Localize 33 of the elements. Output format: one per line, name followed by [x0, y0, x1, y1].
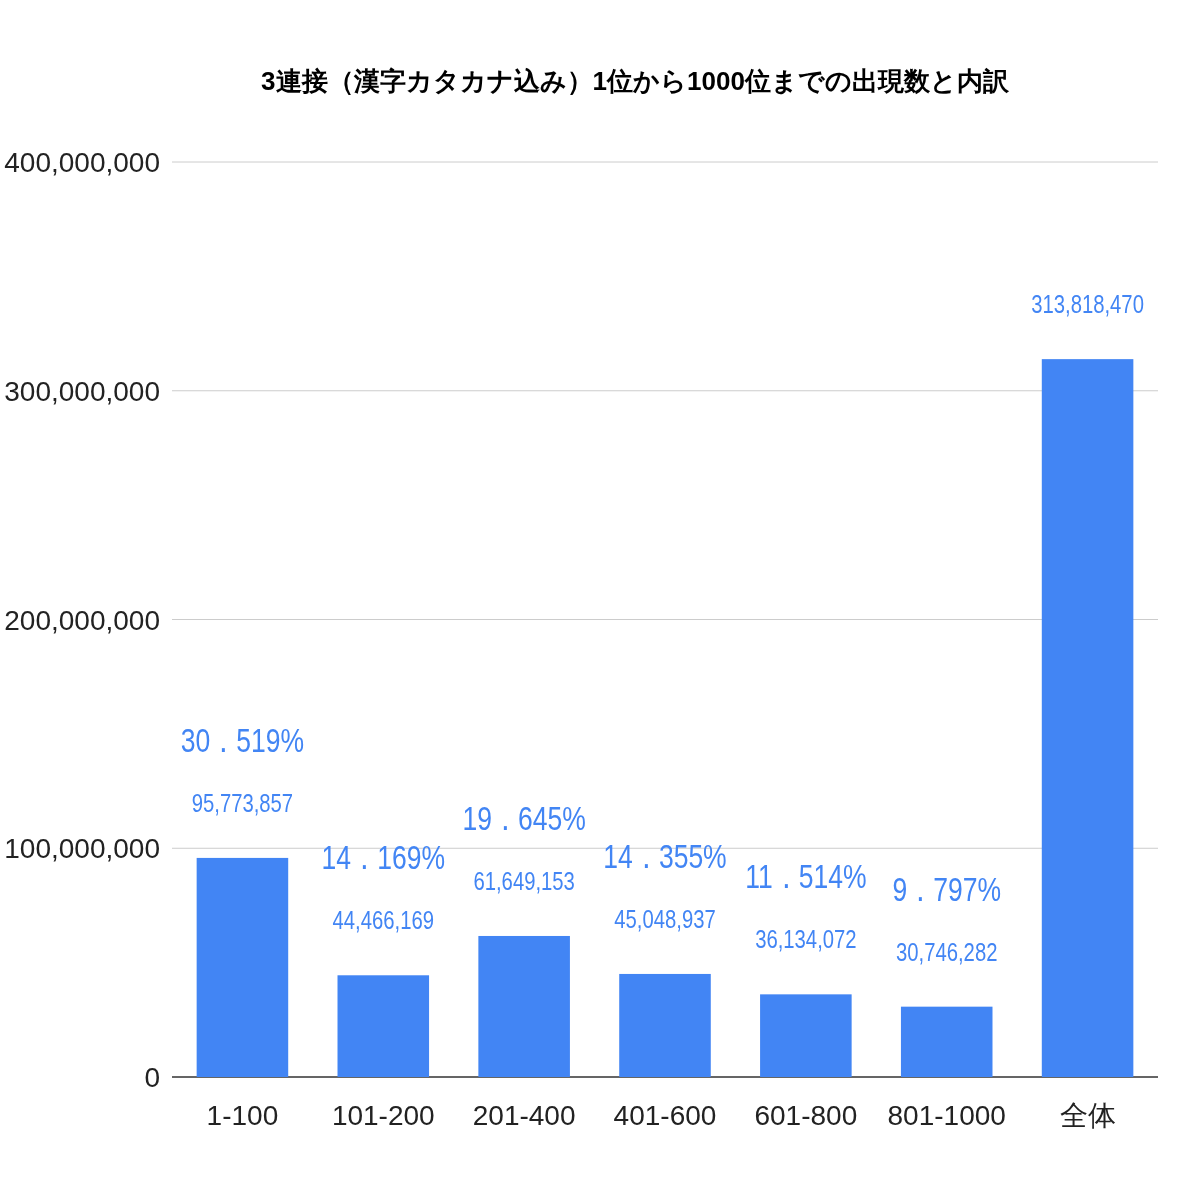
x-tick-label: 801-1000	[887, 1100, 1006, 1131]
bar	[337, 975, 430, 1077]
annotation: 30．519%	[180, 720, 305, 759]
annotation: 19．645%	[462, 798, 586, 837]
annotation: 14．169%	[321, 838, 445, 876]
data-label: 45,048,937	[614, 904, 716, 934]
bar	[1041, 359, 1134, 1077]
annotation: 9．797%	[892, 869, 1002, 908]
bar	[900, 1006, 993, 1077]
bar	[478, 935, 570, 1077]
chart-title: 3連接（漢字カタカナ込み）1位から1000位までの出現数と内訳	[261, 66, 1010, 96]
data-label: 95,773,857	[191, 788, 294, 818]
data-label: 313,818,470	[1031, 289, 1144, 319]
x-tick-label: 201-400	[472, 1100, 576, 1131]
annotation: 11．514%	[745, 857, 867, 896]
bar	[619, 973, 711, 1077]
annotation: 14．355%	[603, 836, 727, 875]
data-label: 61,649,153	[473, 866, 575, 896]
x-tick-label: 601-800	[754, 1100, 858, 1131]
data-label: 36,134,072	[755, 924, 857, 954]
y-tick-label: 400,000,000	[4, 147, 160, 178]
bar	[196, 857, 289, 1077]
y-tick-label: 100,000,000	[4, 833, 160, 865]
data-label: 30,746,282	[896, 937, 998, 967]
x-tick-label: 401-600	[613, 1100, 717, 1131]
x-tick-label: 101-200	[331, 1100, 435, 1131]
x-tick-label: 全体	[1059, 1100, 1116, 1131]
data-label: 44,466,169	[332, 905, 434, 935]
bar	[760, 994, 852, 1077]
y-tick-label: 300,000,000	[4, 375, 160, 407]
x-tick-label: 1-100	[206, 1100, 279, 1131]
y-tick-label: 0	[144, 1062, 160, 1093]
y-tick-label: 200,000,000	[4, 604, 160, 636]
